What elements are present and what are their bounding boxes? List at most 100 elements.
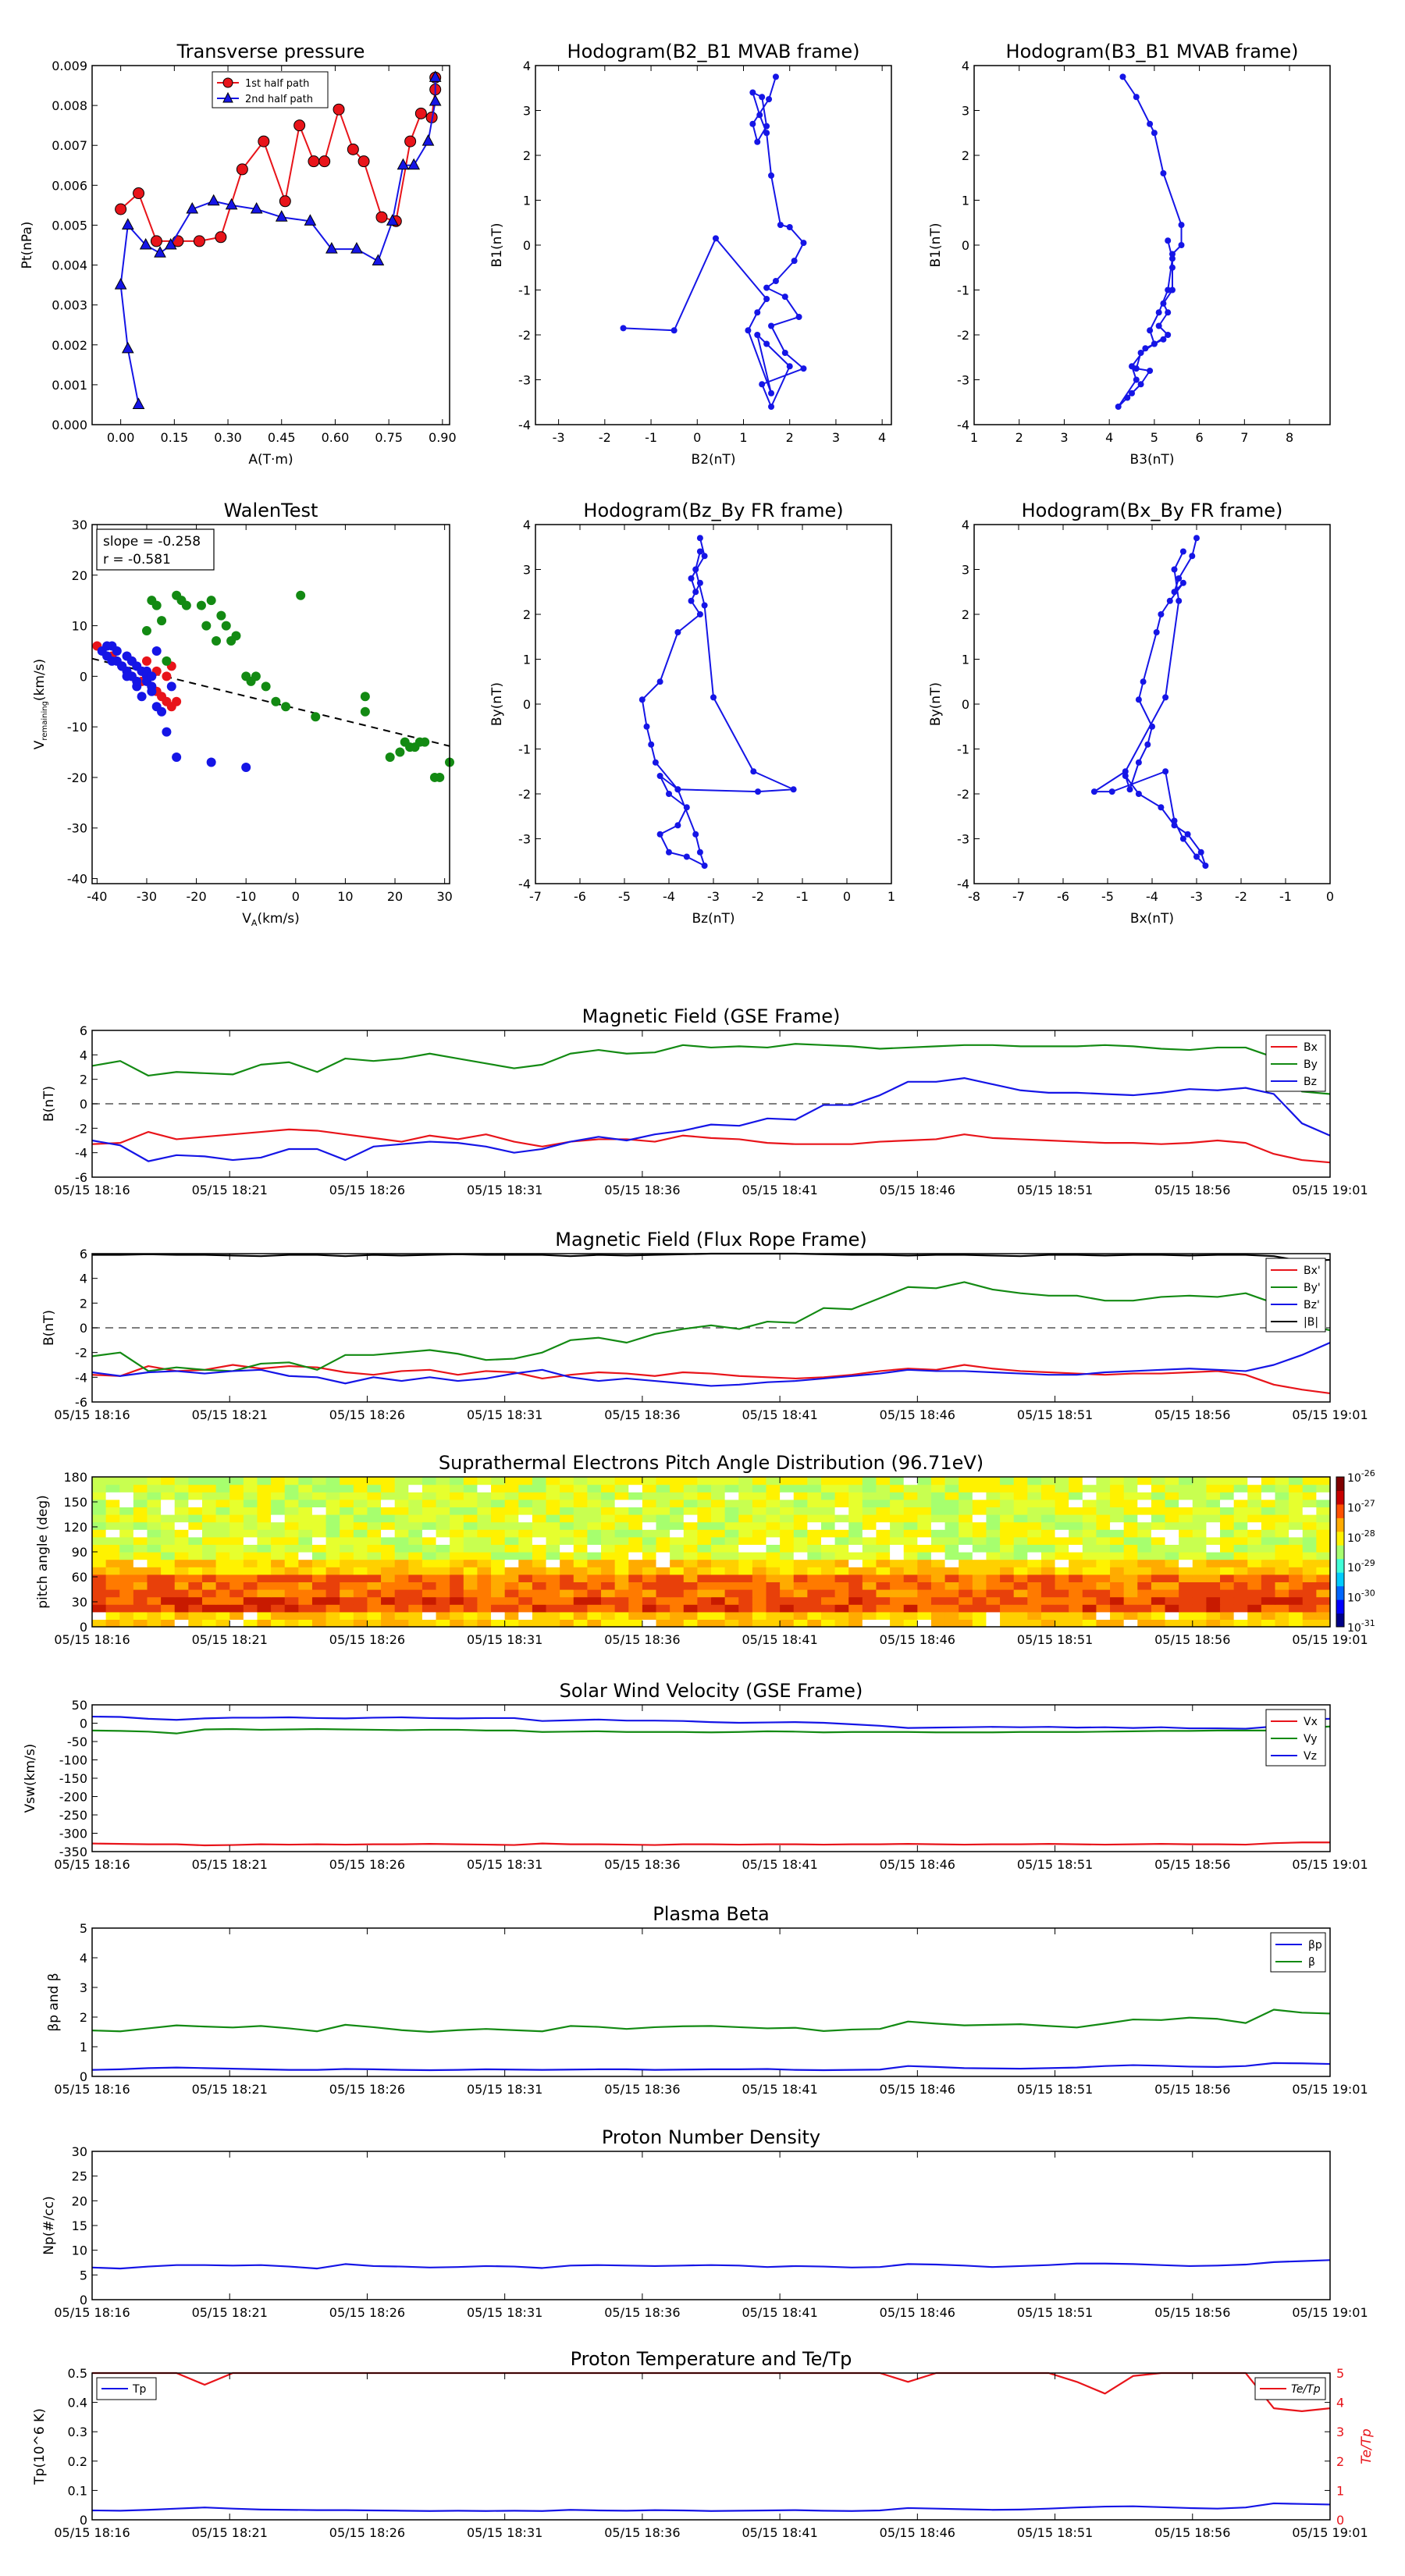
heatmap-cell — [518, 1619, 533, 1628]
heatmap-cell — [1096, 1477, 1111, 1485]
heatmap-cell — [408, 1604, 423, 1613]
heatmap-cell — [1261, 1589, 1276, 1598]
heatmap-cell — [147, 1589, 162, 1598]
heatmap-cell — [311, 1536, 327, 1545]
y-tick-label: 30 — [72, 518, 87, 532]
heatmap-cell — [1123, 1559, 1138, 1567]
y-tick-label: 50 — [72, 1698, 87, 1713]
heatmap-cell — [903, 1521, 918, 1530]
heatmap-cell — [972, 1529, 987, 1538]
heatmap-cell — [711, 1619, 726, 1628]
heatmap-cell — [1316, 1514, 1331, 1523]
heatmap-cell — [1027, 1619, 1042, 1628]
legend-label: β — [1308, 1956, 1315, 1969]
heatmap-cell — [628, 1492, 643, 1500]
heatmap-cell — [1013, 1529, 1028, 1538]
heatmap-cell — [1137, 1582, 1152, 1590]
y-tick-label: -40 — [67, 872, 87, 887]
data-point — [311, 712, 321, 722]
data-point — [1193, 535, 1200, 542]
heatmap-cell — [930, 1552, 946, 1560]
data-point — [112, 646, 122, 656]
heatmap-cell — [491, 1477, 506, 1485]
heatmap-cell — [1233, 1574, 1248, 1582]
heatmap-cell — [1123, 1582, 1138, 1590]
heatmap-cell — [862, 1552, 877, 1560]
heatmap-cell — [408, 1529, 423, 1538]
legend-box — [1270, 1932, 1326, 1973]
heatmap-cell — [711, 1552, 726, 1560]
x-tick-label: 1 — [887, 889, 895, 904]
data-point — [372, 254, 385, 265]
heatmap-cell — [738, 1589, 753, 1598]
heatmap-cell — [738, 1484, 753, 1493]
heatmap-cell — [711, 1499, 726, 1507]
heatmap-cell — [656, 1521, 670, 1530]
heatmap-cell — [340, 1619, 354, 1628]
heatmap-cell — [161, 1604, 176, 1613]
heatmap-cell — [1040, 1477, 1056, 1485]
heatmap-cell — [766, 1492, 781, 1500]
heatmap-cell — [1179, 1574, 1193, 1582]
data-point — [701, 553, 708, 560]
y-tick-label: 90 — [72, 1545, 87, 1560]
heatmap-cell — [422, 1574, 437, 1582]
heatmap-cell — [311, 1499, 327, 1507]
heatmap-cell — [92, 1582, 107, 1590]
y-tick-label: 2 — [523, 148, 531, 163]
heatmap-cell — [105, 1536, 120, 1545]
heatmap-cell — [504, 1611, 519, 1620]
data-point — [1165, 332, 1172, 338]
heatmap-cell — [298, 1477, 313, 1485]
x-tick-label: 0 — [292, 889, 300, 904]
heatmap-cell — [1289, 1559, 1304, 1567]
heatmap-cell — [601, 1544, 616, 1553]
heatmap-cell — [92, 1611, 107, 1620]
y-tick-label: 20 — [72, 568, 87, 583]
heatmap-cell — [917, 1514, 932, 1523]
heatmap-cell — [119, 1596, 134, 1605]
heatmap-cell — [752, 1567, 767, 1575]
heatmap-cell — [917, 1559, 932, 1567]
heatmap-cell — [1069, 1619, 1083, 1628]
heatmap-cell — [807, 1611, 822, 1620]
data-point — [435, 772, 445, 782]
heatmap-cell — [1316, 1552, 1331, 1560]
y-tick-label: 3 — [962, 563, 969, 578]
heatmap-cell — [1151, 1499, 1166, 1507]
heatmap-cell — [188, 1507, 203, 1515]
heatmap-cell — [271, 1507, 286, 1515]
axes-frame — [91, 2151, 1331, 2300]
heatmap-cell — [820, 1574, 836, 1582]
heatmap-cell — [560, 1536, 574, 1545]
heatmap-cell — [1027, 1536, 1042, 1545]
heatmap-cell — [92, 1619, 107, 1628]
heatmap-cell — [284, 1514, 299, 1523]
heatmap-cell — [1082, 1567, 1097, 1575]
x-tick-label: 05/15 18:21 — [192, 1407, 268, 1422]
heatmap-cell — [560, 1574, 574, 1582]
heatmap-cell — [848, 1507, 863, 1515]
heatmap-cell — [573, 1604, 588, 1613]
heatmap-cell — [1179, 1521, 1193, 1530]
heatmap-cell — [1302, 1582, 1317, 1590]
heatmap-cell — [683, 1611, 698, 1620]
heatmap-cell — [1096, 1596, 1111, 1605]
heatmap-cell — [1179, 1544, 1193, 1553]
heatmap-cell — [642, 1477, 657, 1485]
heatmap-cell — [1165, 1529, 1179, 1538]
x-tick-label: 05/15 18:56 — [1154, 1632, 1230, 1647]
heatmap-cell — [1275, 1611, 1289, 1620]
heatmap-cell — [697, 1582, 712, 1590]
heatmap-cell — [243, 1611, 258, 1620]
heatmap-cell — [381, 1536, 396, 1545]
x-tick-label: -1 — [645, 430, 657, 445]
heatmap-cell — [243, 1552, 258, 1560]
heatmap-cell — [1082, 1536, 1097, 1545]
heatmap-cell — [1013, 1477, 1028, 1485]
heatmap-cell — [1165, 1507, 1179, 1515]
heatmap-cell — [450, 1582, 464, 1590]
heatmap-cell — [642, 1611, 657, 1620]
x-tick-label: 05/15 18:46 — [880, 1632, 955, 1647]
heatmap-cell — [944, 1574, 959, 1582]
